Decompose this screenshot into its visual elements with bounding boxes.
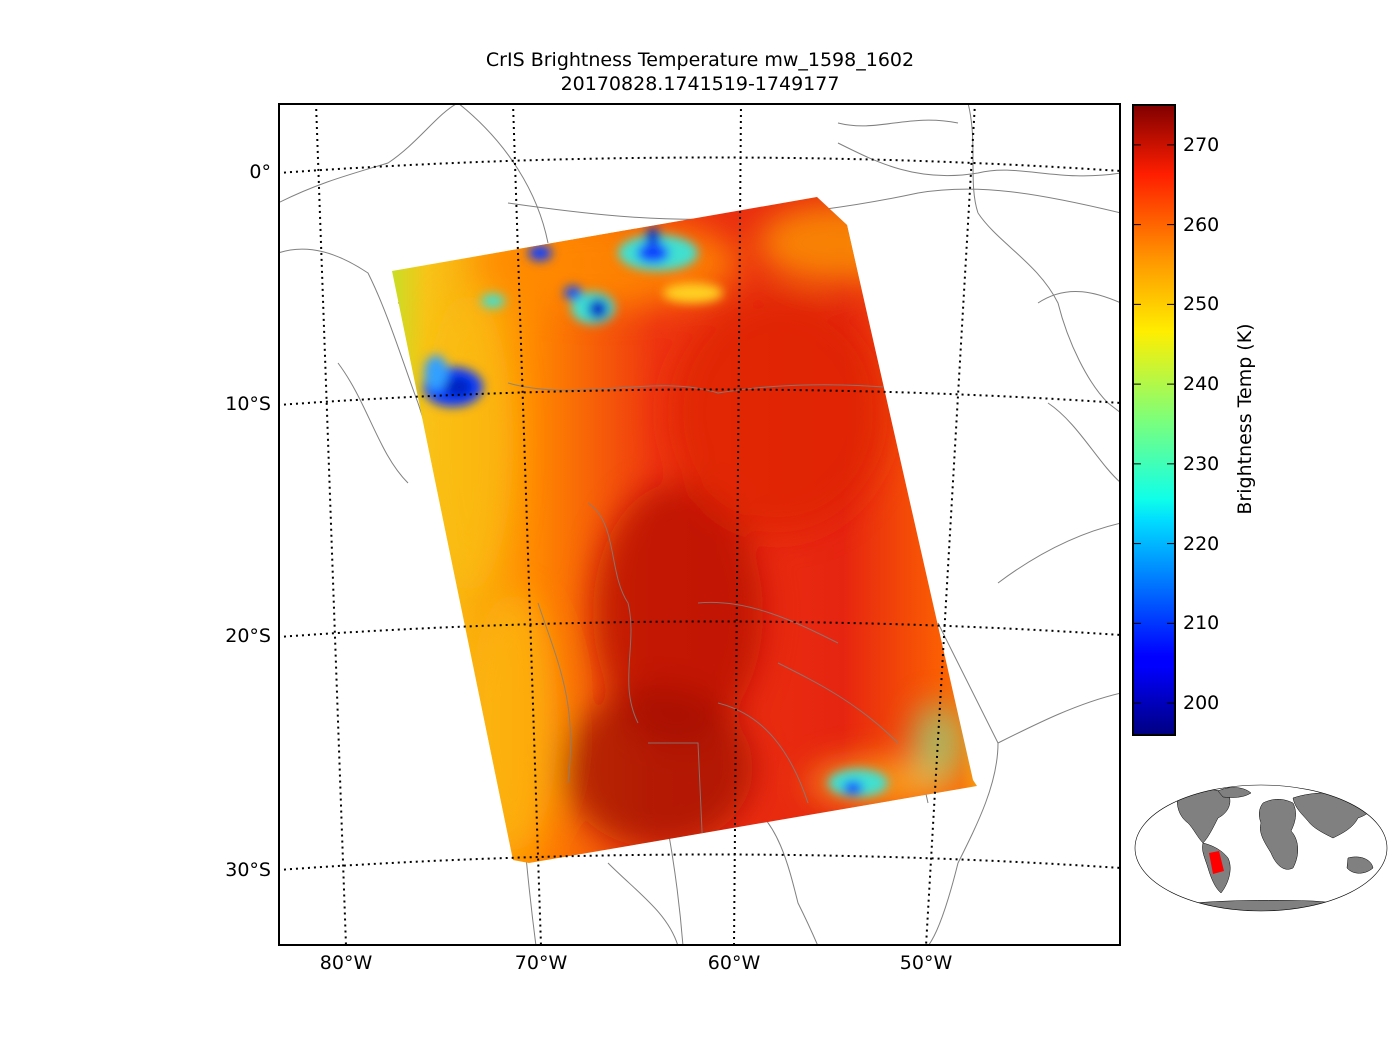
lat-label-10s: 10°S (225, 393, 271, 415)
inset-world-map (1134, 784, 1388, 912)
colorbar-gradient (1132, 104, 1176, 736)
colorbar-tick-label-270: 270 (1183, 133, 1220, 156)
map-frame (278, 103, 1121, 946)
lat-lon-gridlines (279, 104, 1120, 945)
lon-label-60w: 60°W (707, 952, 761, 974)
colorbar (1132, 104, 1176, 736)
colorbar-tick-label-230: 230 (1183, 452, 1220, 475)
colorbar-tick-label-220: 220 (1183, 532, 1220, 555)
colorbar-tick-label-250: 250 (1183, 293, 1220, 316)
lat-label-0: 0° (249, 161, 271, 183)
brightness-temperature-swath (392, 197, 977, 863)
inset-swath-footprint (1209, 851, 1224, 874)
main-map (278, 103, 1121, 946)
colorbar-tick-label-260: 260 (1183, 213, 1220, 236)
colorbar-tick-label-210: 210 (1183, 612, 1220, 635)
colorbar-tick-label-200: 200 (1183, 692, 1220, 715)
colorbar-ticks (1133, 144, 1175, 704)
lon-label-80w: 80°W (319, 952, 373, 974)
lon-label-50w: 50°W (899, 952, 953, 974)
plot-title-line2: 20170828.1741519-1749177 (560, 73, 840, 95)
plot-title-line1: CrIS Brightness Temperature mw_1598_1602 (485, 49, 915, 71)
lat-label-30s: 30°S (225, 859, 271, 881)
lon-label-70w: 70°W (514, 952, 568, 974)
lat-label-20s: 20°S (225, 625, 271, 647)
colorbar-tick-label-240: 240 (1183, 373, 1220, 396)
